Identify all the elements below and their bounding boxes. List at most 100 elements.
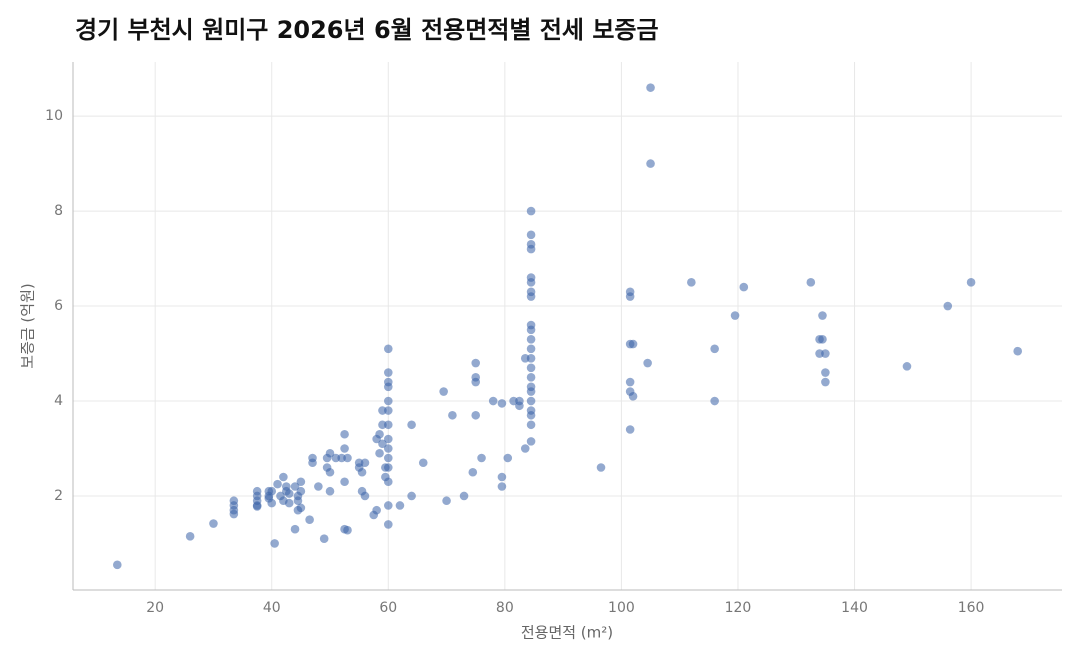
point <box>818 311 827 320</box>
point <box>902 362 912 371</box>
point <box>383 382 393 392</box>
y-tick-label: 6 <box>54 298 63 314</box>
point <box>526 344 536 354</box>
point <box>526 325 536 335</box>
point <box>628 391 638 401</box>
point <box>325 448 335 458</box>
point <box>383 368 393 377</box>
point <box>625 292 635 301</box>
point <box>526 244 536 254</box>
point <box>526 410 536 420</box>
point <box>625 425 635 434</box>
point <box>730 311 740 320</box>
point <box>383 501 393 510</box>
point <box>375 429 384 439</box>
y-tick-label: 4 <box>54 393 63 409</box>
point <box>503 453 513 463</box>
point <box>526 372 536 382</box>
point <box>383 520 393 529</box>
point <box>643 358 652 368</box>
point <box>710 396 719 406</box>
point <box>343 525 352 535</box>
point <box>526 230 536 240</box>
point <box>459 491 469 501</box>
point <box>497 399 507 408</box>
point <box>378 439 387 449</box>
y-tick-label: 8 <box>54 203 63 219</box>
point <box>267 486 277 496</box>
point <box>821 368 830 377</box>
point <box>273 479 282 489</box>
point <box>290 482 300 491</box>
point <box>943 301 953 311</box>
point <box>526 396 536 406</box>
point <box>497 482 507 491</box>
x-tick-label: 120 <box>725 600 752 616</box>
point <box>383 453 393 463</box>
point <box>325 467 335 477</box>
y-tick-label: 2 <box>54 488 63 504</box>
point <box>1013 346 1023 356</box>
x-tick-label: 140 <box>841 600 868 616</box>
point <box>383 477 393 487</box>
point <box>383 420 393 430</box>
point <box>314 482 323 491</box>
point <box>526 387 536 396</box>
point <box>340 444 349 453</box>
point <box>966 278 976 287</box>
point <box>270 539 279 548</box>
point <box>526 363 536 373</box>
point <box>290 524 300 534</box>
point <box>628 339 638 349</box>
point <box>407 420 416 430</box>
point <box>305 515 314 525</box>
point <box>383 396 393 406</box>
point <box>319 534 329 544</box>
point <box>806 278 816 287</box>
point <box>526 420 536 430</box>
point <box>439 387 448 396</box>
point <box>646 159 655 168</box>
point <box>372 505 381 515</box>
point <box>442 496 451 506</box>
point <box>818 334 827 344</box>
point <box>526 334 536 344</box>
point <box>710 344 719 354</box>
point <box>296 503 306 513</box>
chart-title: 경기 부천시 원미구 2026년 6월 전용면적별 전세 보증금 <box>75 16 659 44</box>
point <box>821 377 830 387</box>
point <box>229 509 239 519</box>
point <box>471 377 481 387</box>
y-tick-label: 10 <box>45 108 63 124</box>
point <box>526 278 536 287</box>
point <box>477 453 486 463</box>
point <box>308 458 317 468</box>
point <box>343 453 352 463</box>
point <box>267 498 277 508</box>
x-tick-label: 20 <box>146 600 164 616</box>
point <box>375 448 384 458</box>
point <box>646 83 655 92</box>
point <box>340 477 349 487</box>
point <box>340 429 349 439</box>
point <box>296 477 306 487</box>
point <box>185 532 195 541</box>
point <box>112 560 122 570</box>
point <box>284 498 294 508</box>
y-axis-label: 보증금 (억원) <box>19 283 37 368</box>
point <box>520 444 530 453</box>
point <box>739 282 749 292</box>
point <box>279 472 288 482</box>
point <box>296 486 306 496</box>
point <box>687 278 696 287</box>
point <box>625 377 635 387</box>
point <box>448 410 457 420</box>
x-tick-label: 160 <box>958 600 985 616</box>
point <box>360 458 370 468</box>
point <box>383 406 393 415</box>
x-tick-label: 60 <box>379 600 397 616</box>
point <box>526 353 536 363</box>
point <box>526 292 536 301</box>
